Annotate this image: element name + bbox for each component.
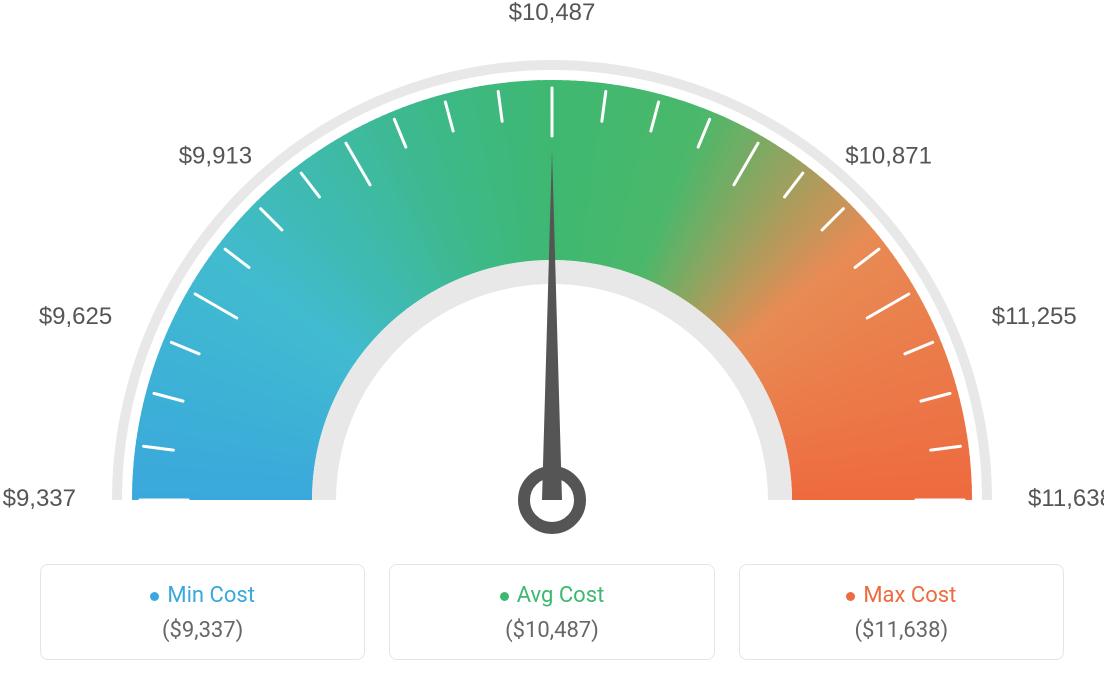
svg-text:$10,487: $10,487 [509,0,596,26]
legend-title-text: Avg Cost [517,583,605,608]
legend-dot-max [846,592,855,601]
legend-title-min: Min Cost [51,583,354,608]
svg-text:$10,871: $10,871 [845,142,932,169]
svg-text:$11,638: $11,638 [1028,485,1104,512]
legend-row: Min Cost ($9,337) Avg Cost ($10,487) Max… [40,564,1064,660]
gauge-chart: $9,337 $9,625 $9,913 $10,487 $10,871 $11,255 $… [0,0,1104,540]
legend-value-min: ($9,337) [51,618,354,643]
svg-text:$9,625: $9,625 [39,303,112,330]
svg-text:$9,337: $9,337 [3,485,76,512]
legend-card-min: Min Cost ($9,337) [40,564,365,660]
svg-text:$9,913: $9,913 [179,142,252,169]
chart-container: $9,337 $9,625 $9,913 $10,487 $10,871 $11,255 $… [0,0,1104,690]
legend-value-max: ($11,638) [750,618,1053,643]
legend-title-text: Min Cost [167,583,255,608]
legend-title-text: Max Cost [863,583,956,608]
legend-dot-avg [500,592,509,601]
legend-value-avg: ($10,487) [400,618,703,643]
svg-text:$11,255: $11,255 [992,303,1077,330]
legend-card-max: Max Cost ($11,638) [739,564,1064,660]
legend-card-avg: Avg Cost ($10,487) [389,564,714,660]
legend-title-avg: Avg Cost [400,583,703,608]
legend-title-max: Max Cost [750,583,1053,608]
legend-dot-min [150,592,159,601]
